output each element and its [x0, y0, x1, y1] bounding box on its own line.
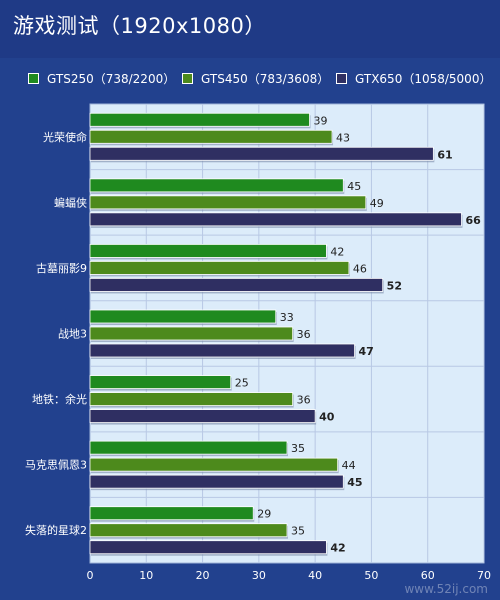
- x-tick-label: 50: [364, 569, 378, 582]
- category-label: 蝙蝠侠: [54, 195, 87, 209]
- title-bar: 游戏测试（1920x1080）: [0, 0, 500, 58]
- bar-gts450: [89, 392, 294, 406]
- x-tick-label: 70: [477, 569, 491, 582]
- category-label: 战地3: [58, 328, 87, 341]
- value-label-gts250: 25: [235, 377, 249, 390]
- bar-gts250: [89, 440, 288, 455]
- x-tick-label: 0: [87, 569, 94, 582]
- legend-item-gts450: GTS450（783/3608）: [182, 70, 329, 87]
- x-tick-label: 60: [421, 569, 435, 582]
- value-label-gts450: 36: [297, 394, 311, 407]
- bar-gtx650: [89, 212, 462, 227]
- bar-gts450: [89, 457, 339, 472]
- bar-gts450: [89, 195, 367, 210]
- bar-gts250: [89, 309, 277, 324]
- x-tick-label: 20: [196, 569, 210, 582]
- value-label-gts250: 35: [291, 442, 305, 455]
- value-label-gtx650: 47: [359, 345, 374, 358]
- x-tick-label: 40: [308, 569, 322, 582]
- legend-swatch-gtx650: [336, 73, 347, 84]
- value-label-gts450: 36: [297, 328, 311, 341]
- value-label-gtx650: 52: [387, 279, 402, 292]
- category-label: 地铁：余光: [32, 392, 87, 406]
- bar-gts450: [89, 261, 350, 275]
- category-label: 光荣使命: [43, 130, 87, 144]
- bar-gts450: [89, 523, 288, 538]
- bar-gtx650: [89, 146, 434, 161]
- legend-item-gts250: GTS250（738/2200）: [28, 70, 175, 87]
- category-label: 马克思佩恩3: [25, 458, 87, 472]
- bar-gtx650: [89, 409, 316, 423]
- category-label: 古墓丽影9: [36, 262, 87, 275]
- legend-label-gtx650: GTX650（1058/5000）: [355, 72, 492, 86]
- value-label-gts450: 44: [342, 459, 356, 472]
- legend-label-gts450: GTS450（783/3608）: [201, 72, 330, 86]
- value-label-gtx650: 61: [437, 148, 452, 161]
- value-label-gts250: 45: [347, 180, 361, 193]
- bar-gts450: [89, 326, 294, 341]
- bar-gts250: [89, 112, 310, 127]
- x-tick-label: 10: [139, 569, 153, 582]
- bar-gtx650: [89, 343, 355, 358]
- bar-gtx650: [89, 278, 384, 292]
- value-label-gts250: 39: [314, 114, 328, 127]
- value-label-gtx650: 42: [330, 542, 345, 555]
- bar-gtx650: [89, 540, 327, 555]
- legend-item-gtx650: GTX650（1058/5000）: [336, 70, 491, 87]
- value-label-gts450: 43: [336, 131, 350, 144]
- bar-gts250: [89, 375, 232, 389]
- legend: GTS250（738/2200） GTS450（783/3608） GTX650…: [0, 66, 500, 92]
- x-tick-label: 30: [252, 569, 266, 582]
- value-label-gts250: 42: [330, 245, 344, 258]
- legend-label-gts250: GTS250（738/2200）: [47, 72, 176, 86]
- value-label-gtx650: 66: [465, 214, 481, 227]
- bar-gts250: [89, 178, 344, 193]
- bar-gts250: [89, 244, 327, 258]
- bar-gts450: [89, 129, 333, 144]
- category-label: 失落的星球2: [25, 523, 87, 537]
- value-label-gts450: 49: [370, 197, 384, 210]
- legend-swatch-gts450: [182, 73, 193, 84]
- bar-gts250: [89, 506, 254, 521]
- value-label-gts450: 35: [291, 525, 305, 538]
- value-label-gtx650: 40: [319, 411, 335, 424]
- value-label-gtx650: 45: [347, 476, 362, 489]
- legend-swatch-gts250: [28, 73, 39, 84]
- value-label-gts450: 46: [353, 262, 367, 275]
- value-label-gts250: 33: [280, 311, 294, 324]
- value-label-gts250: 29: [257, 508, 271, 521]
- watermark: www.52ij.com: [404, 582, 488, 596]
- chart-title: 游戏测试（1920x1080）: [13, 14, 266, 38]
- bar-gtx650: [89, 474, 344, 489]
